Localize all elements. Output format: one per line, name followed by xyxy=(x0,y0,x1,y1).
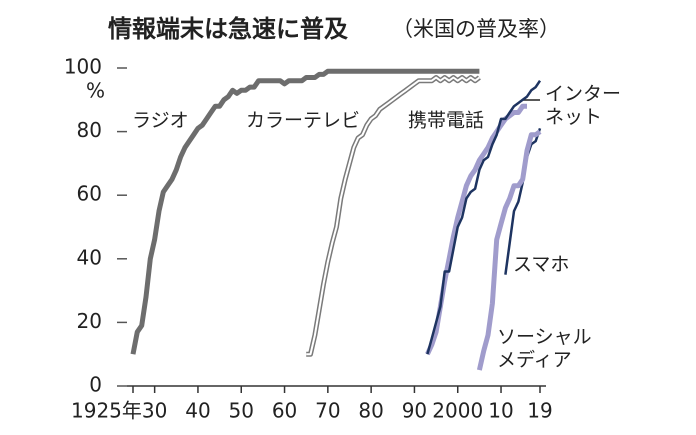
x-tick-label: 40 xyxy=(185,399,210,423)
series-label: 携帯電話 xyxy=(408,110,484,132)
series-label: カラーテレビ xyxy=(246,110,360,132)
series-label: ラジオ xyxy=(132,110,189,132)
x-tick-label: 80 xyxy=(358,399,383,423)
x-tick-label: 70 xyxy=(315,399,340,423)
x-tick-label: 90 xyxy=(402,399,427,423)
y-tick-label: 0 xyxy=(89,373,102,397)
series-line xyxy=(476,129,542,371)
y-tick-label: 40 xyxy=(77,245,102,269)
chart-title: 情報端末は急速に普及 xyxy=(108,15,348,43)
x-tick-label: 19 xyxy=(527,399,552,423)
y-unit: % xyxy=(86,79,105,103)
series-line-inner xyxy=(306,76,480,356)
series-line xyxy=(426,80,542,355)
x-tick-label: 1925年 xyxy=(71,399,142,423)
series-label: インターネット xyxy=(545,83,622,128)
y-tick-label: 20 xyxy=(77,309,102,333)
x-tick-label: 30 xyxy=(142,399,167,423)
series-line xyxy=(130,68,480,355)
chart-subtitle: （米国の普及率） xyxy=(392,17,560,41)
x-tick-label: 2000 xyxy=(432,399,483,423)
x-tick-label: 50 xyxy=(229,399,254,423)
y-tick-label: 100 xyxy=(64,55,102,79)
series-label: スマホ xyxy=(513,254,569,276)
y-tick-label: 60 xyxy=(77,182,102,206)
y-tick-label: 80 xyxy=(77,118,102,142)
series-label: ソーシャルメディア xyxy=(497,326,592,371)
x-tick-label: 60 xyxy=(272,399,297,423)
x-tick-label: 10 xyxy=(488,399,513,423)
